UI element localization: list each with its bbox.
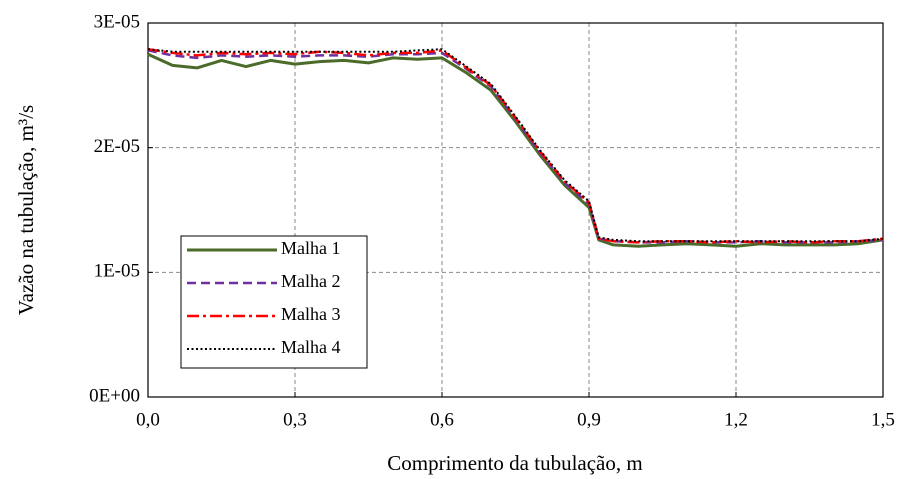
series-line — [147, 48, 884, 243]
series-line — [147, 52, 884, 248]
plot-border — [147, 22, 884, 398]
legend-box — [180, 235, 368, 369]
y-tick-label: 0E+00 — [89, 385, 140, 406]
series-line — [147, 47, 884, 244]
y-tick-label: 3E-05 — [94, 11, 140, 32]
legend-label: Malha 1 — [281, 238, 340, 258]
x-tick-label: 0,6 — [430, 409, 454, 430]
x-tick-label: 0,9 — [577, 409, 601, 430]
x-tick-label: 1,5 — [871, 409, 895, 430]
y-axis-label: Vazão na tubulação, m³/s — [14, 105, 38, 315]
y-tick-label: 1E-05 — [94, 261, 140, 282]
x-tick-label: 0,3 — [283, 409, 307, 430]
y-tick-label: 2E-05 — [94, 136, 140, 157]
legend-label: Malha 4 — [281, 337, 340, 357]
legend: Malha 1 Malha 2 Malha 3 Malha 4 — [180, 235, 368, 369]
x-tick-label: 0,0 — [136, 409, 160, 430]
legend-label: Malha 3 — [281, 304, 340, 324]
x-tick-label: 1,2 — [724, 409, 748, 430]
x-axis-label: Comprimento da tubulação, m — [387, 451, 642, 475]
legend-label: Malha 2 — [281, 271, 340, 291]
